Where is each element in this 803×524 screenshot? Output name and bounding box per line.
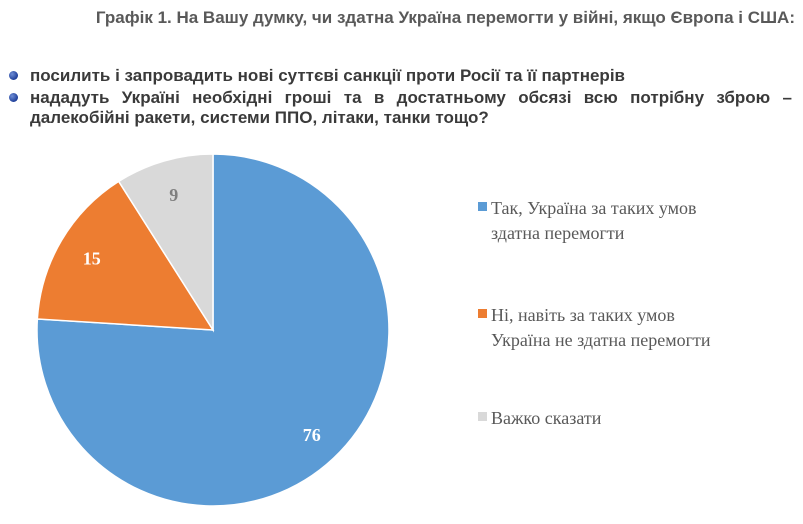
bullet-icon xyxy=(9,71,18,80)
legend-swatch xyxy=(478,412,487,421)
condition-item: нададуть Україні необхідні гроші та в до… xyxy=(8,88,792,128)
data-label-no: 15 xyxy=(83,248,101,268)
legend-swatch xyxy=(478,309,487,318)
condition-item: посилить і запровадить нові суттєві санк… xyxy=(8,66,792,86)
bullet-icon xyxy=(9,93,18,102)
chart-title: Графік 1. На Вашу думку, чи здатна Украї… xyxy=(95,8,795,27)
legend-label: Ні, навіть за таких умов Україна не здат… xyxy=(491,305,711,350)
data-label-yes: 76 xyxy=(303,425,321,445)
legend-label: Важко сказати xyxy=(491,408,602,428)
slice-yes xyxy=(36,153,390,507)
question-conditions: посилить і запровадить нові суттєві санк… xyxy=(8,66,792,130)
slice-hard-to-say xyxy=(117,153,214,333)
data-label-hard-to-say: 9 xyxy=(169,185,178,205)
condition-text: посилить і запровадить нові суттєві санк… xyxy=(30,66,625,85)
legend-swatch xyxy=(478,202,487,211)
condition-text: нададуть Україні необхідні гроші та в до… xyxy=(30,88,792,127)
legend-label: Так, Україна за таких умов здатна перемо… xyxy=(491,198,697,243)
slice-no xyxy=(36,180,215,331)
